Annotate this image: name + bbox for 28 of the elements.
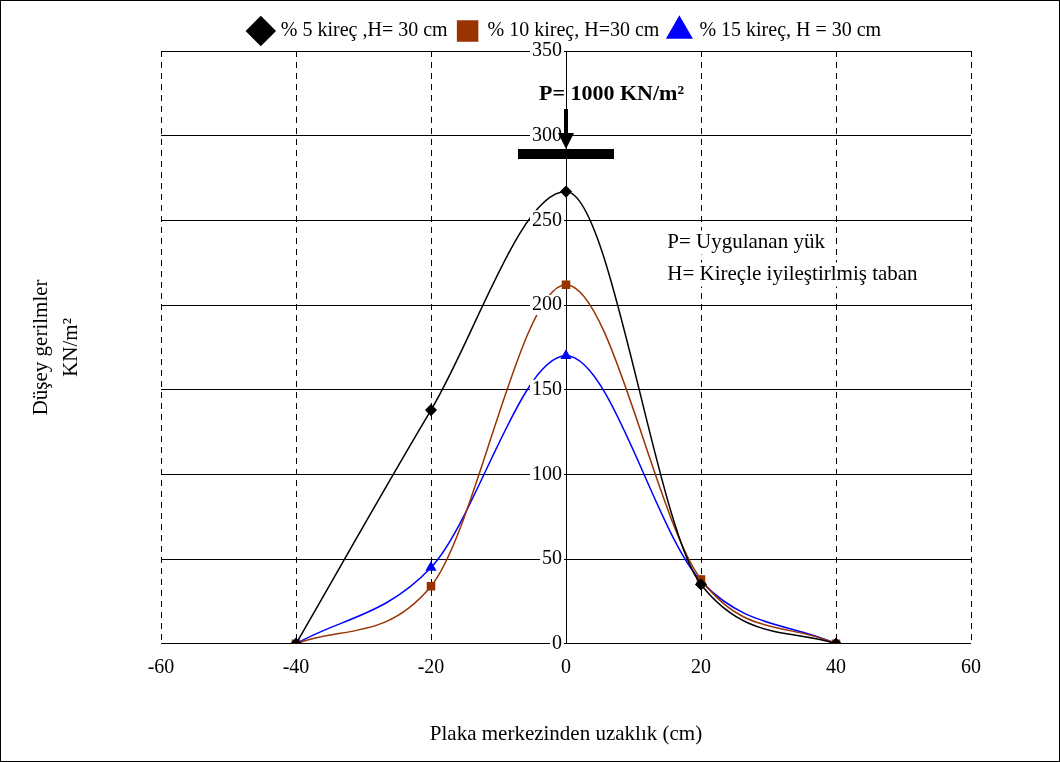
legend-label: % 5 kireç ,H= 30 cm (280, 18, 449, 42)
x-tick-label: -20 (417, 655, 445, 678)
y-tick-label: 300 (532, 122, 562, 145)
x-tick-label: 20 (691, 655, 711, 678)
y-tick-label: 250 (532, 207, 562, 230)
x-axis-title: Plaka merkezinden uzaklık (cm) (429, 720, 703, 745)
y-tick-label: 150 (532, 376, 562, 399)
y-tick-label: 50 (542, 546, 562, 569)
point (695, 578, 707, 591)
x-tick-label: 60 (961, 655, 981, 678)
annotation: P= Uygulanan yük (667, 228, 826, 253)
y-tick-label: 100 (532, 461, 562, 484)
y-tick-label: 200 (532, 292, 562, 315)
annotation: H= Kireçle iyileştirlmiş taban (667, 260, 919, 285)
point (560, 350, 572, 360)
x-tick-label: -60 (147, 655, 175, 678)
x-tick-label: -40 (282, 655, 310, 678)
point (425, 561, 437, 571)
y-tick-label: 350 (532, 38, 562, 61)
y-tick-label: 0 (552, 631, 562, 654)
x-tick-label: 40 (826, 655, 846, 678)
y-axis-title: Düşey gerilmler KN/m² (27, 279, 82, 416)
point (425, 404, 437, 416)
point (560, 185, 572, 198)
point (561, 280, 571, 290)
point (426, 581, 436, 591)
legend-label: % 15 kireç, H = 30 cm (699, 18, 882, 42)
annotation: P= 1000 KN/m² (539, 79, 685, 105)
